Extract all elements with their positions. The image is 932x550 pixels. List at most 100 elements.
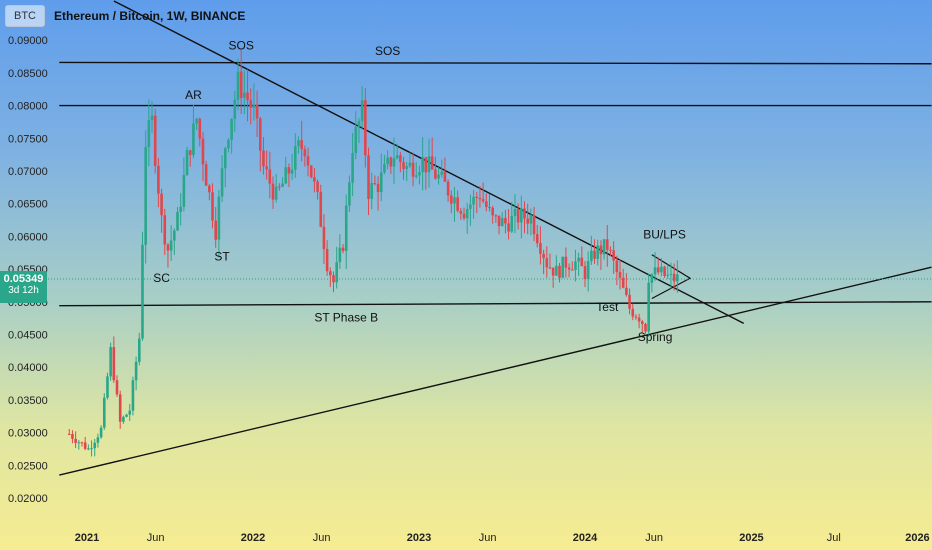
candle-body: [239, 71, 243, 98]
candle-body: [115, 380, 119, 395]
candle-body: [386, 157, 389, 165]
candle-body: [293, 146, 297, 170]
candle-body: [102, 397, 106, 428]
candle-body: [249, 100, 253, 108]
candle-body: [274, 186, 278, 200]
candle-body: [485, 201, 488, 208]
candle-body: [134, 361, 138, 381]
x-tick-label: Jul: [827, 532, 841, 544]
candle-body: [122, 416, 125, 422]
candle-body: [516, 208, 520, 223]
candle-body: [574, 261, 577, 271]
candle-body: [488, 207, 491, 209]
candle-body: [287, 167, 291, 174]
candle-body: [532, 214, 536, 235]
candle-body: [169, 240, 173, 251]
candle-body: [313, 177, 316, 182]
candle-body: [125, 414, 128, 417]
candle-body: [109, 347, 112, 377]
candle-body: [376, 183, 380, 193]
candle-body: [188, 150, 192, 155]
candle-body: [208, 185, 211, 193]
candle-body: [204, 164, 208, 186]
candle-body: [217, 196, 221, 240]
candle-body: [77, 442, 81, 444]
y-tick-label: 0.06500: [8, 199, 48, 211]
candle-body: [440, 171, 444, 175]
candle-body: [405, 166, 409, 169]
y-tick-label: 0.08500: [8, 68, 48, 80]
candle-body: [542, 253, 545, 259]
candle-body: [590, 250, 593, 262]
y-tick-label: 0.04500: [8, 330, 48, 342]
candle-body: [631, 308, 635, 317]
candle-body: [290, 169, 294, 174]
candle-body: [625, 287, 628, 295]
candle-body: [335, 262, 338, 283]
candle-body: [99, 427, 103, 438]
candle-body: [564, 256, 568, 268]
candle-body: [90, 448, 93, 450]
candle-body: [74, 438, 77, 443]
annotation-label: BU/LPS: [643, 227, 686, 241]
candle-body: [344, 205, 348, 251]
candle-body: [427, 156, 431, 173]
candle-body: [650, 274, 654, 283]
candle-body: [192, 123, 195, 155]
candle-body: [255, 104, 259, 119]
candle-body: [223, 148, 227, 169]
candle-body: [669, 273, 673, 275]
candle-body: [351, 153, 354, 183]
candle-body: [128, 410, 132, 415]
y-tick-label: 0.06000: [8, 231, 48, 243]
candle-body: [583, 266, 587, 279]
candle-body: [656, 267, 660, 273]
x-tick-label: Jun: [147, 532, 165, 544]
candle-body: [602, 239, 606, 255]
candle-body: [211, 192, 214, 221]
candle-body: [153, 115, 157, 166]
candle-body: [379, 172, 383, 193]
candle-body: [198, 118, 202, 139]
candle-body: [520, 208, 523, 223]
candle-body: [268, 169, 272, 184]
candle-body: [201, 138, 205, 165]
candle-body: [220, 168, 224, 197]
candle-body: [437, 174, 440, 179]
annotation-label: ST: [214, 250, 230, 264]
candle-body: [96, 437, 100, 443]
x-tick-label: 2021: [75, 532, 99, 544]
x-tick-label: Jun: [645, 532, 663, 544]
candle-body: [258, 118, 262, 151]
x-tick-label: 2026: [905, 532, 929, 544]
symbol-badge[interactable]: BTC: [5, 5, 45, 27]
candle-body: [233, 99, 237, 119]
candle-body: [373, 183, 377, 185]
candle-body: [414, 175, 418, 177]
chart-title: Ethereum / Bitcoin, 1W, BINANCE: [54, 9, 246, 23]
candle-body: [615, 260, 619, 273]
candle-body: [443, 171, 447, 182]
candle-body: [596, 245, 600, 259]
candle-body: [449, 195, 453, 204]
candle-body: [87, 448, 90, 450]
candle-body: [475, 196, 479, 198]
candle-body: [163, 215, 167, 245]
candle-body: [446, 181, 450, 196]
candle-body: [424, 157, 428, 173]
annotation-label: SOS: [375, 44, 400, 58]
candle-body: [494, 215, 498, 217]
candle-body: [195, 118, 198, 124]
candle-body: [402, 162, 405, 169]
candle-body: [418, 172, 421, 176]
candle-body: [364, 100, 367, 156]
candle-body: [570, 269, 574, 271]
candle-body: [456, 197, 459, 211]
y-tick-label: 0.02000: [8, 493, 48, 505]
x-tick-label: 2025: [739, 532, 763, 544]
candle-body: [297, 140, 300, 147]
candle-body: [551, 267, 555, 276]
candle-body: [497, 215, 501, 227]
candle-body: [535, 234, 539, 244]
